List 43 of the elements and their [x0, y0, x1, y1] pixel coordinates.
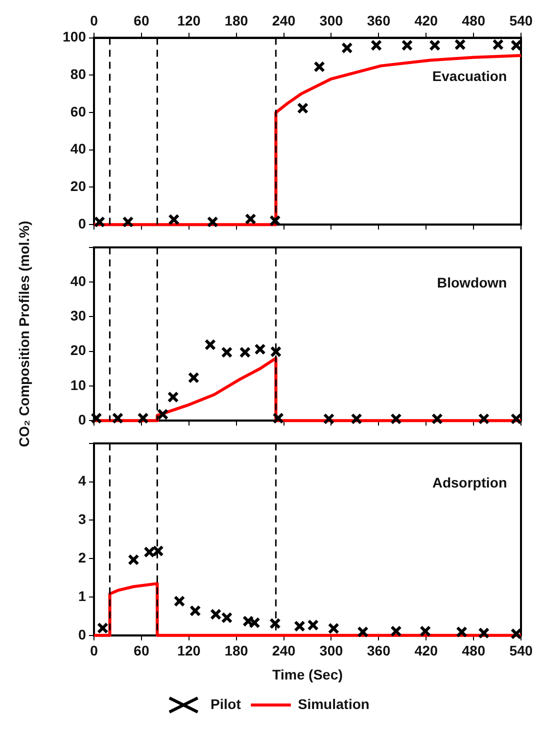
y-tick-label: 20	[70, 342, 86, 358]
y-tick-label: 0	[78, 411, 86, 428]
x-tick-label: 120	[177, 642, 201, 659]
y-tick-label: 60	[70, 103, 86, 120]
x2-tick-label: 0	[90, 12, 98, 28]
x-tick-label: 240	[272, 642, 296, 659]
x-tick-label: 540	[509, 642, 533, 659]
x-tick-label: 300	[320, 642, 344, 659]
y-tick-label: 40	[70, 140, 86, 157]
y-tick-label: 0	[78, 626, 86, 642]
y-axis-title: CO₂ Composition Profiles (mol.%)	[16, 220, 32, 448]
x2-tick-label: 540	[509, 12, 533, 28]
x2-tick-label: 60	[134, 12, 150, 28]
x2-tick-label: 240	[272, 12, 296, 28]
x-axis-title: Time (Sec)	[272, 666, 343, 682]
y-tick-label: 2	[78, 549, 86, 566]
y-tick-label: 20	[70, 178, 86, 194]
x-tick-label: 60	[134, 642, 150, 659]
annotation: Evacuation	[432, 68, 507, 84]
x2-tick-label: 300	[320, 12, 344, 28]
x-tick-label: 360	[366, 642, 391, 659]
y-tick-label: 10	[70, 376, 86, 393]
y-tick-label: 3	[78, 511, 86, 528]
x2-tick-label: 180	[224, 12, 248, 28]
x-tick-label: 420	[414, 642, 438, 659]
y-tick-label: 40	[70, 272, 86, 289]
annotation: Adsorption	[432, 474, 507, 491]
y-tick-label: 30	[70, 308, 86, 324]
annotation: Blowdown	[437, 274, 507, 291]
legend-label: Pilot	[210, 696, 242, 712]
y-tick-label: 4	[78, 472, 86, 489]
y-tick-label: 1	[78, 588, 86, 604]
y-tick-label: 80	[70, 66, 86, 82]
y-tick-label: 0	[78, 215, 86, 232]
x-tick-label: 480	[462, 642, 486, 659]
x-tick-label: 180	[224, 642, 248, 659]
y-tick-label: 100	[62, 28, 86, 45]
x2-tick-label: 360	[366, 12, 391, 28]
x2-tick-label: 120	[177, 12, 201, 28]
legend-label: Simulation	[298, 696, 370, 712]
x2-tick-label: 480	[462, 12, 486, 28]
x2-tick-label: 420	[414, 12, 438, 28]
x-tick-label: 0	[90, 642, 98, 659]
